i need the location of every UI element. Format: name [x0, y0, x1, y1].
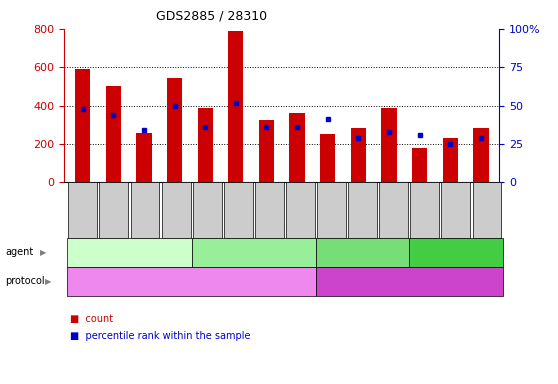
Text: GDS2885 / 28310: GDS2885 / 28310 — [156, 10, 268, 23]
Text: GSM189808: GSM189808 — [234, 187, 243, 233]
Text: GSM189815: GSM189815 — [327, 187, 336, 233]
Bar — [259, 120, 274, 182]
Text: ■  percentile rank within the sample: ■ percentile rank within the sample — [70, 331, 250, 341]
Text: protocol: protocol — [6, 276, 45, 286]
Text: SB203580 preincubation: SB203580 preincubation — [357, 277, 461, 286]
Bar — [442, 138, 458, 182]
Text: GSM189806: GSM189806 — [203, 187, 211, 233]
Text: GSM189816: GSM189816 — [451, 187, 460, 233]
Text: control 1: control 1 — [111, 248, 148, 257]
Bar — [198, 108, 213, 182]
Text: GSM189807: GSM189807 — [78, 187, 87, 233]
Text: GSM189818: GSM189818 — [483, 187, 492, 233]
Bar — [167, 78, 182, 182]
Text: ▶: ▶ — [40, 248, 47, 257]
Bar — [228, 31, 243, 182]
Text: GSM189814: GSM189814 — [420, 187, 429, 233]
Bar — [136, 133, 152, 182]
Bar — [412, 148, 427, 182]
Text: GSM189811: GSM189811 — [141, 187, 150, 233]
Bar — [105, 86, 121, 182]
Text: GSM189812: GSM189812 — [296, 187, 305, 233]
Text: SB203580 and
TNFalpha: SB203580 and TNFalpha — [425, 243, 487, 262]
Text: control 2: control 2 — [344, 248, 381, 257]
Text: ▶: ▶ — [45, 277, 51, 286]
Bar — [320, 134, 335, 182]
Text: GSM189819: GSM189819 — [389, 187, 398, 233]
Text: GSM189817: GSM189817 — [358, 187, 367, 233]
Bar — [351, 127, 366, 182]
Text: GSM189813: GSM189813 — [172, 187, 181, 233]
Text: TNFalpha: TNFalpha — [234, 248, 273, 257]
Text: agent: agent — [6, 247, 34, 258]
Text: GSM189809: GSM189809 — [109, 187, 118, 233]
Text: ■  count: ■ count — [70, 314, 113, 324]
Bar — [473, 127, 489, 182]
Bar — [290, 113, 305, 182]
Text: GSM189810: GSM189810 — [265, 187, 274, 233]
Bar — [75, 69, 90, 182]
Bar — [382, 108, 397, 182]
Text: TNFalpha stimulation: TNFalpha stimulation — [147, 277, 236, 286]
